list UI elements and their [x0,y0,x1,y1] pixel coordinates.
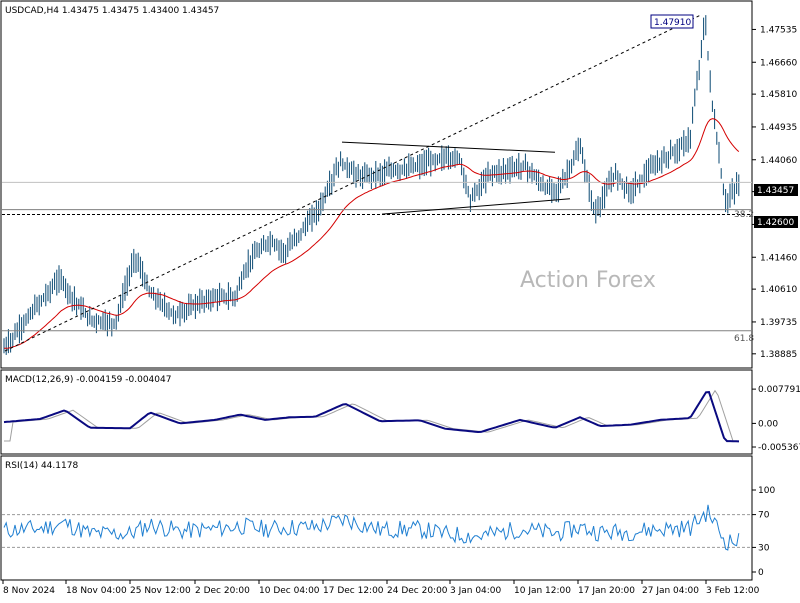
rsi-tick-label: 0 [758,568,764,578]
macd-line [3,391,740,443]
macd-tick-label: 0.007791 [758,385,800,395]
time-tick-label: 10 Dec 04:00 [259,586,320,596]
macd-header: MACD(12,26,9) -0.004159 -0.004047 [5,375,171,385]
price-tick-label: 1.44060 [760,156,797,166]
price-tick-label: 1.45810 [760,90,797,100]
macd-tick-label: -0.005367 [758,443,800,453]
rsi-series-layer [2,504,752,551]
time-tick-label: 3 Jan 04:00 [450,586,502,596]
peak-label: 1.47910 [654,18,691,28]
time-tick-label: 17 Dec 12:00 [323,586,384,596]
time-tick-label: 18 Nov 04:00 [66,586,127,596]
rsi-panel-frame [0,455,753,581]
rsi-tick-label: 100 [758,486,775,496]
macd-tick-label: 0.00 [758,419,778,429]
support-price-label: 1.42600 [757,218,794,228]
time-axis: 8 Nov 2024 18 Nov 04:00 25 Nov 12:00 2 Dec … [2,580,760,596]
price-tick-label: 1.46660 [760,58,797,68]
price-tick-label: 1.38885 [760,350,797,360]
peak-label-box [650,14,694,29]
time-tick-label: 24 Dec 20:00 [387,586,448,596]
time-tick-label: 3 Feb 12:00 [706,586,760,596]
watermark-text: Action Forex [520,268,656,293]
price-tick-label: 1.41460 [760,253,797,263]
time-tick-label: 2 Dec 20:00 [195,586,250,596]
macd-panel-frame [0,369,753,455]
price-tick-label: 1.39735 [760,318,797,328]
rsi-line [3,504,740,551]
rsi-tick-label: 70 [758,511,770,521]
time-tick-label: 25 Nov 12:00 [130,586,191,596]
price-tick-label: 1.40610 [760,285,797,295]
rsi-header: RSI(14) 44.1178 [5,461,78,471]
time-tick-label: 17 Jan 20:00 [578,586,635,596]
support-price-tag [754,216,798,228]
triangle-upper-line [341,141,556,153]
current-price-tag [754,184,798,196]
rsi-axis: 100 70 30 0 [752,486,775,578]
price-tick-label: 1.47535 [760,25,797,35]
time-tick-label: 10 Jan 12:00 [514,586,571,596]
macd-series-layer [3,389,740,443]
triangle-lower-line [381,198,571,215]
fib-382-label: 38.2 [734,210,754,220]
time-tick-label: 27 Jan 04:00 [642,586,699,596]
macd-axis: 0.007791 0.00 -0.005367 [752,385,800,453]
time-tick-label: 8 Nov 2024 [3,586,55,596]
price-tick-label: 1.44935 [760,123,797,133]
rsi-tick-label: 30 [758,543,770,553]
current-price-label: 1.43457 [757,186,794,196]
price-header: USDCAD,H4 1.43475 1.43475 1.43400 1.4345… [5,6,219,16]
fib-618-label: 61.8 [734,334,754,344]
price-series-layer [2,14,752,355]
fib-trendline [4,14,701,352]
